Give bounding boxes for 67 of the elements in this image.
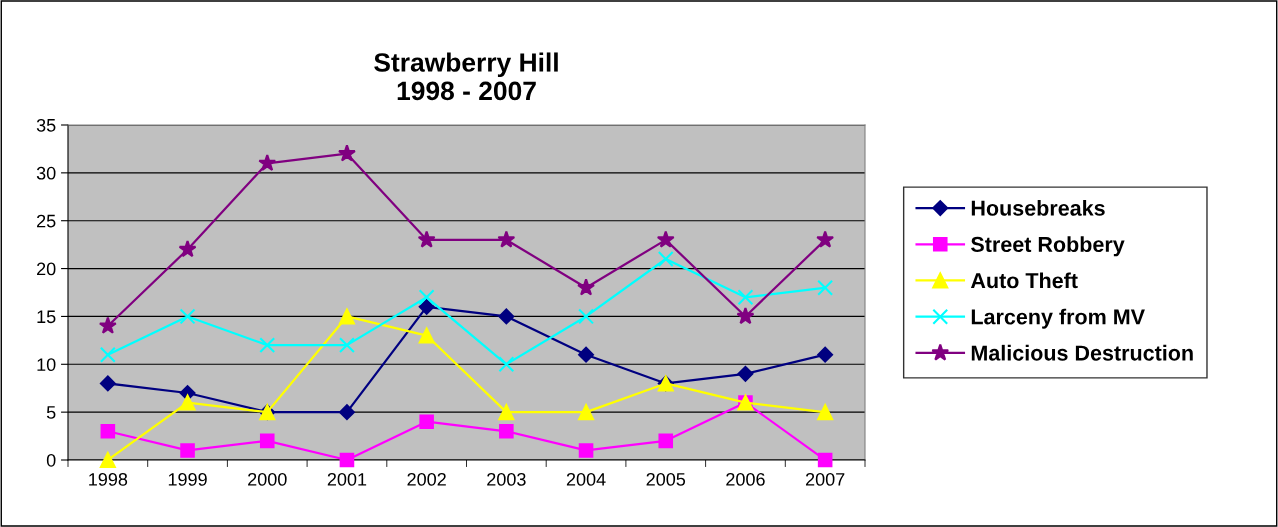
y-tick-label: 10 bbox=[37, 358, 56, 372]
point bbox=[99, 375, 116, 392]
x-tick-label: 2007 bbox=[805, 472, 845, 486]
point bbox=[656, 230, 675, 248]
point bbox=[258, 153, 277, 172]
point bbox=[658, 433, 674, 449]
point bbox=[339, 404, 355, 421]
y-tick-label: 0 bbox=[46, 453, 56, 467]
point bbox=[817, 452, 833, 468]
legend-label: Housebreaks bbox=[971, 199, 1105, 216]
point bbox=[418, 298, 435, 315]
point bbox=[737, 289, 754, 306]
point bbox=[98, 316, 117, 334]
x-tick-label: 2000 bbox=[248, 472, 287, 486]
point bbox=[498, 308, 515, 325]
x-tick-label: 2003 bbox=[487, 472, 526, 486]
legend-label: Street Robbery bbox=[971, 236, 1125, 257]
point bbox=[817, 404, 834, 421]
point bbox=[180, 443, 195, 458]
x-tick-label: 1998 bbox=[89, 472, 128, 486]
point bbox=[259, 433, 275, 449]
point bbox=[418, 289, 435, 306]
point bbox=[578, 346, 594, 363]
point bbox=[657, 251, 674, 267]
point bbox=[178, 240, 197, 258]
point bbox=[497, 230, 516, 248]
y-tick-label: 25 bbox=[37, 214, 56, 228]
point bbox=[339, 452, 355, 468]
y-tick-label: 5 bbox=[46, 406, 56, 419]
point bbox=[498, 404, 515, 421]
point bbox=[578, 443, 594, 458]
x-tick-label: 2005 bbox=[646, 472, 686, 486]
point bbox=[338, 308, 355, 325]
point bbox=[578, 308, 595, 325]
point bbox=[736, 307, 755, 325]
x-tick-label: 1999 bbox=[168, 472, 207, 486]
x-tick-label: 2004 bbox=[566, 472, 606, 486]
chart-title: Strawberry Hill 1998 - 2007 bbox=[374, 52, 558, 101]
point bbox=[578, 404, 595, 421]
point bbox=[737, 365, 754, 382]
point bbox=[338, 337, 355, 354]
legend-label: Malicious Destruction bbox=[971, 344, 1193, 361]
point bbox=[577, 278, 596, 296]
point bbox=[100, 424, 116, 439]
point bbox=[816, 230, 835, 248]
y-tick-label: 35 bbox=[36, 118, 56, 132]
point bbox=[419, 414, 434, 429]
legend-label: Larceny from MV bbox=[971, 308, 1145, 329]
point bbox=[99, 452, 116, 468]
point bbox=[817, 346, 834, 363]
point bbox=[817, 279, 834, 296]
y-tick-label: 15 bbox=[37, 310, 56, 324]
point bbox=[418, 327, 435, 344]
x-tick-label: 2002 bbox=[407, 472, 446, 486]
y-tick-label: 30 bbox=[36, 166, 56, 180]
x-tick-label: 2006 bbox=[726, 472, 765, 486]
point bbox=[179, 308, 196, 325]
point bbox=[99, 346, 116, 363]
x-tick-label: 2001 bbox=[327, 472, 367, 486]
point bbox=[179, 394, 196, 411]
point bbox=[337, 144, 356, 162]
y-tick-label: 20 bbox=[37, 262, 56, 276]
legend-label: Auto Theft bbox=[970, 272, 1078, 289]
point bbox=[417, 230, 436, 248]
point bbox=[259, 337, 276, 354]
point bbox=[499, 424, 514, 439]
point bbox=[498, 356, 515, 373]
